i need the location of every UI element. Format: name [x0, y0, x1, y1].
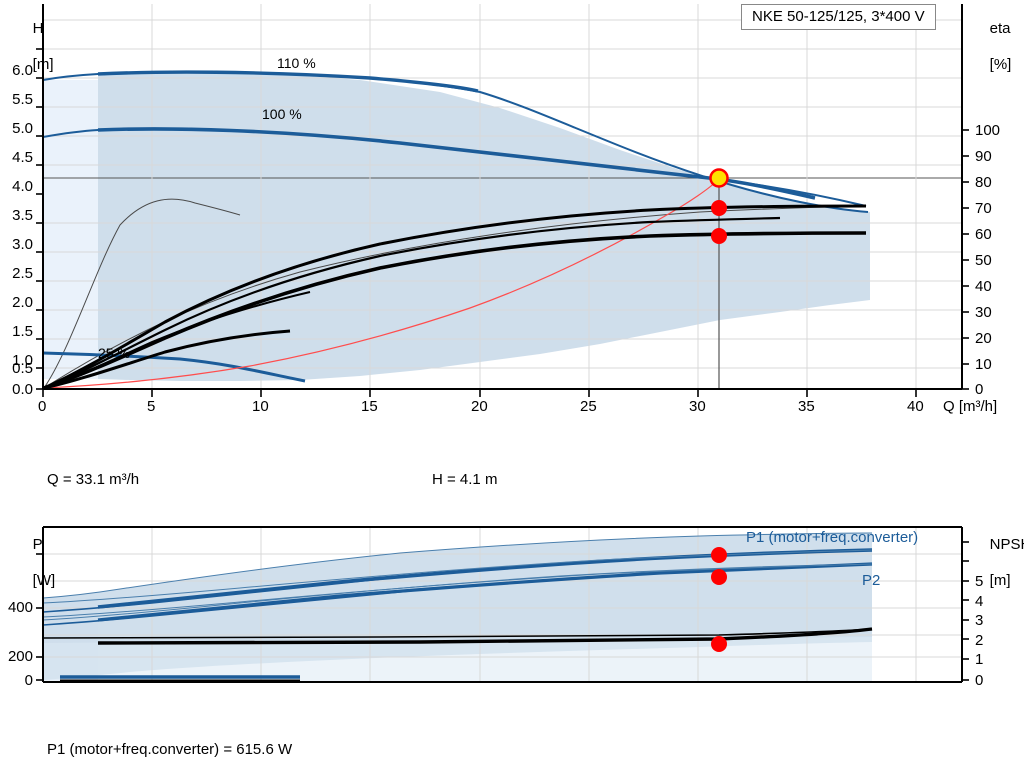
eta-black-curve-lower	[43, 231, 867, 389]
eta-ytick-90: 90	[975, 148, 992, 165]
power-ytick-400: 400	[7, 599, 33, 616]
eta-ytick-10: 10	[975, 356, 992, 373]
power-ytick-200: 200	[7, 648, 33, 665]
head-y-axis-title: H [m]	[16, 2, 54, 92]
head-xtick-20: 20	[471, 398, 488, 415]
speed-label-25: 25 %	[98, 345, 130, 361]
power-ticks-left	[36, 553, 43, 681]
power-curve-p2-bold	[97, 562, 873, 622]
head-ytick-3-0: 3.0	[12, 236, 33, 253]
eta-y-axis-title-dim: [%]	[989, 56, 1012, 73]
npsh-y-axis-title-unit: NPSH	[989, 536, 1024, 553]
duty-point-eta-total	[711, 228, 727, 244]
eta-black-curve-short	[43, 329, 291, 389]
duty-point-p2	[711, 569, 727, 585]
head-xtick-35: 35	[798, 398, 815, 415]
eta-black-curve-mid	[43, 216, 781, 389]
eta-ytick-40: 40	[975, 278, 992, 295]
eta-ytick-50: 50	[975, 252, 992, 269]
npsh-ytick-4: 4	[975, 593, 984, 610]
head-chart-canvas	[36, 4, 969, 397]
head-y-axis-title-dim: [m]	[32, 56, 54, 73]
power-chart-canvas	[36, 526, 969, 683]
eta-black-curve-upper	[43, 204, 867, 389]
head-ticks-left	[36, 48, 43, 390]
head-ytick-2-5: 2.5	[12, 265, 33, 282]
series-label-p1: P1 (motor+freq.converter)	[746, 529, 919, 546]
npsh-y-axis-title-dim: [m]	[989, 572, 1011, 589]
model-title-box: NKE 50-125/125, 3*400 V	[741, 4, 936, 30]
npsh-ytick-3: 3	[975, 612, 984, 629]
eta-ytick-70: 70	[975, 200, 992, 217]
npsh-ytick-1: 1	[975, 651, 984, 668]
eta-ytick-100: 100	[975, 122, 1001, 139]
power-info-p1: P1 (motor+freq.converter) = 615.6 W	[47, 741, 293, 758]
head-xtick-5: 5	[147, 398, 156, 415]
eta-ytick-80: 80	[975, 174, 992, 191]
head-xtick-25: 25	[580, 398, 597, 415]
head-y-axis-title-unit: H	[32, 20, 44, 37]
duty-info-flow: Q = 33.1 m³/h	[47, 471, 140, 488]
duty-point-head[interactable]	[709, 168, 729, 188]
head-ytick-1-5: 1.5	[12, 323, 33, 340]
head-envelope-light	[43, 80, 98, 379]
duty-point-p1	[711, 547, 727, 563]
power-ticks-right	[962, 541, 969, 681]
head-ticks-right	[962, 129, 969, 390]
power-ytick-0: 0	[24, 672, 33, 689]
power-y-axis-title-unit: P	[32, 536, 43, 553]
power-curve-branch-b	[43, 563, 873, 618]
series-label-p2: P2	[862, 572, 881, 589]
duty-info-head: H = 4.1 m	[432, 471, 498, 488]
eta-black-curve-extra	[43, 291, 311, 389]
power-info-block: P1 (motor+freq.converter) = 615.6 W P2 =…	[47, 700, 292, 781]
head-ticks-bottom	[42, 389, 917, 397]
npsh-curve-main	[97, 627, 873, 645]
eta-red-curve	[43, 178, 720, 389]
head-ytick-2-0: 2.0	[12, 294, 33, 311]
eta-ytick-60: 60	[975, 226, 992, 243]
eta-ytick-30: 30	[975, 304, 992, 321]
duty-point-eta-pump	[711, 200, 727, 216]
head-ytick-3-5: 3.5	[12, 207, 33, 224]
npsh-ytick-5: 5	[975, 573, 984, 590]
npsh-ytick-2: 2	[975, 632, 984, 649]
eta-ytick-0: 0	[975, 381, 984, 398]
head-ytick-5-5: 5.5	[12, 91, 33, 108]
npsh-y-axis-title: NPSH [m]	[973, 518, 1024, 608]
head-curve-110-bold	[97, 70, 479, 93]
head-xtick-40: 40	[907, 398, 924, 415]
npsh-ytick-0: 0	[975, 672, 984, 689]
eta-thin-guide-curve	[43, 198, 241, 389]
head-ytick-5-0: 5.0	[12, 120, 33, 137]
eta-y-axis-title: eta [%]	[973, 2, 1012, 92]
head-xtick-30: 30	[689, 398, 706, 415]
duty-point-npsh	[711, 636, 727, 652]
speed-label-110: 110 %	[277, 55, 316, 71]
power-curve-branch-a	[43, 549, 873, 604]
head-curve-25	[43, 351, 306, 383]
head-xtick-10: 10	[252, 398, 269, 415]
head-curve-100-bold	[97, 127, 816, 200]
head-xtick-0: 0	[38, 398, 47, 415]
head-x-axis-title: Q [m³/h]	[943, 398, 998, 415]
speed-label-100: 100 %	[262, 106, 302, 122]
head-ytick-0-0: 0.0	[12, 381, 33, 398]
eta-ytick-20: 20	[975, 330, 992, 347]
npsh-envelope-shade	[43, 637, 872, 682]
power-env-upper-line	[43, 532, 873, 599]
head-xtick-15: 15	[361, 398, 378, 415]
power-y-axis-title: P [W]	[16, 518, 56, 608]
npsh-curve-upper	[43, 628, 873, 639]
eta-y-axis-title-unit: eta	[989, 20, 1011, 37]
head-ytick-0-5: 0.5	[12, 360, 33, 377]
head-ytick-1-0: 1.0	[12, 352, 33, 369]
power-y-axis-title-dim: [W]	[32, 572, 56, 589]
head-ytick-6-0: 6.0	[12, 62, 33, 79]
head-ytick-4-5: 4.5	[12, 149, 33, 166]
head-ytick-4-0: 4.0	[12, 178, 33, 195]
